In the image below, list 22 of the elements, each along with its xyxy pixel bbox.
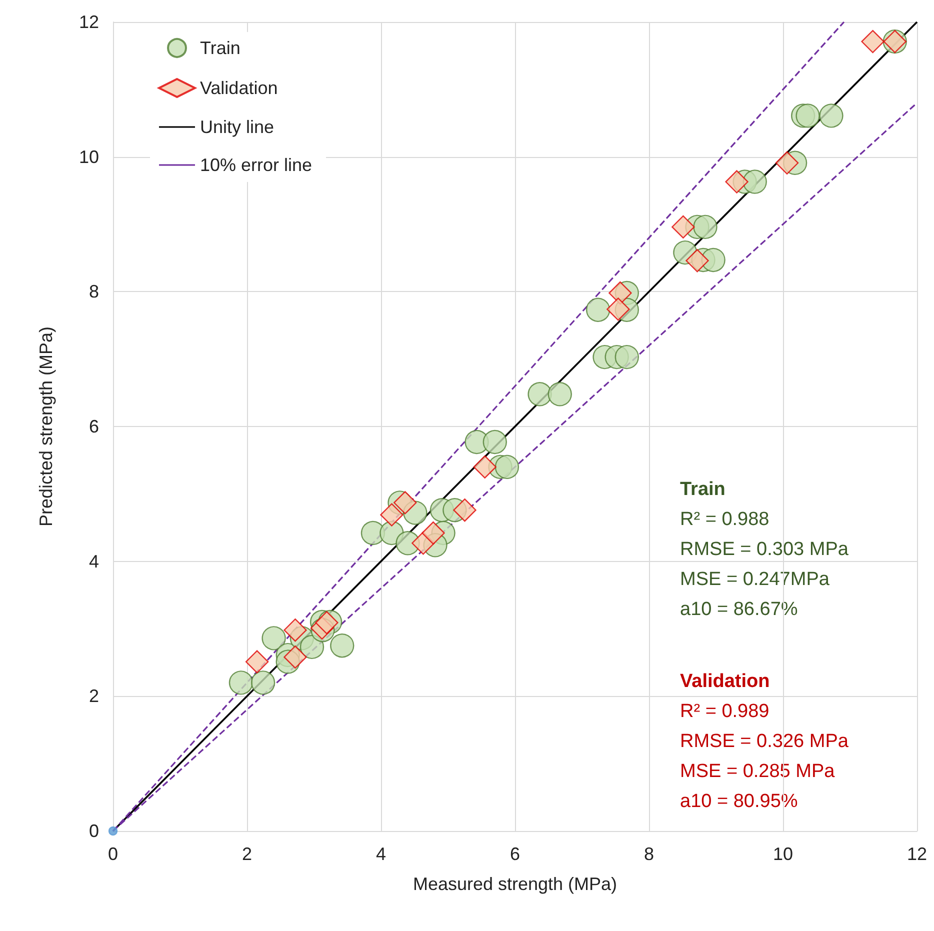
x-tick-label: 10	[772, 844, 794, 864]
y-tick-label: 0	[88, 821, 99, 841]
y-tick-label: 12	[78, 12, 99, 32]
annotation: Validation R² = 0.989 RMSE = 0.326 MPa MSE = 0.285 MPa a10 = 80.95%	[680, 671, 849, 812]
legend-label: 10% error line	[200, 155, 312, 175]
x-tick-label: 0	[108, 844, 118, 864]
y-tick-label: 8	[88, 282, 99, 302]
x-tick-label: 2	[242, 844, 252, 864]
annotation: Train R² = 0.988 RMSE = 0.303 MPa MSE = 0.247MPa a10 = 86.67%	[680, 479, 849, 620]
y-tick-label: 2	[88, 686, 99, 706]
x-axis-title: Measured strength (MPa)	[412, 874, 618, 894]
legend-label: Validation	[200, 78, 278, 98]
y-tick-label: 4	[88, 551, 99, 572]
x-tick-label: 8	[644, 844, 654, 864]
y-tick-label: 10	[78, 146, 99, 167]
x-tick-label: 12	[906, 844, 928, 864]
legend-label: Unity line	[200, 117, 274, 137]
y-tick-label: 6	[88, 416, 99, 436]
x-tick-label: 4	[376, 844, 386, 864]
x-tick-label: 6	[510, 844, 520, 864]
legend-label: Train	[200, 38, 240, 58]
y-axis-title: Predicted strength (MPa)	[36, 326, 56, 527]
